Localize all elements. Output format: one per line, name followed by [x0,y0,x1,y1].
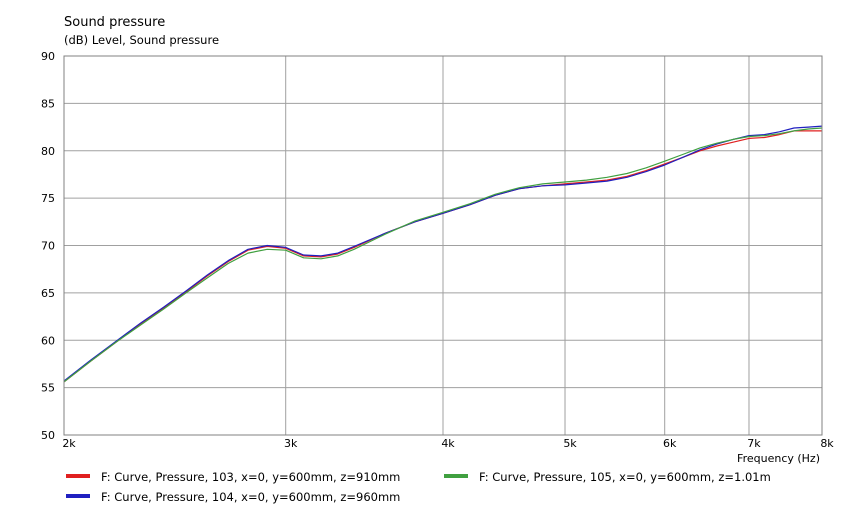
grid [63,55,823,436]
y-tick-label: 55 [41,382,55,395]
x-tick-label: 2k [62,437,76,450]
y-tick-label: 50 [41,429,55,442]
x-tick-label: 5k [563,437,577,450]
plot-frame [63,55,823,436]
legend-label: F: Curve, Pressure, 104, x=0, y=600mm, z… [101,490,400,504]
series-line-3 [63,127,823,383]
y-tick-label: 60 [41,334,55,347]
legend-swatch [66,494,90,498]
legend-label: F: Curve, Pressure, 105, x=0, y=600mm, z… [479,470,771,484]
y-tick-label: 80 [41,145,55,158]
x-tick-label: 4k [441,437,455,450]
y-tick-label: 65 [41,287,55,300]
x-tick-label: 8k [820,437,834,450]
legend-swatch [444,474,468,478]
y-tick-label: 85 [41,97,55,110]
y-tick-label: 75 [41,192,55,205]
y-axis-ticks: 50 55 60 65 70 75 80 85 90 [41,50,55,442]
x-tick-label: 6k [663,437,677,450]
y-tick-label: 70 [41,240,55,253]
x-tick-label: 7k [747,437,761,450]
legend-label: F: Curve, Pressure, 103, x=0, y=600mm, z… [101,470,400,484]
y-tick-label: 90 [41,50,55,63]
legend: F: Curve, Pressure, 103, x=0, y=600mm, z… [66,470,771,504]
chart-title: Sound pressure [64,15,165,30]
x-axis-label: Frequency (Hz) [737,452,820,465]
plot-border [63,55,823,436]
x-axis-ticks: 2k 3k 4k 5k 6k 7k 8k [62,437,834,450]
x-tick-label: 3k [284,437,298,450]
legend-swatch [66,474,90,478]
series-lines [63,125,823,383]
chart-subtitle: (dB) Level, Sound pressure [64,33,219,47]
